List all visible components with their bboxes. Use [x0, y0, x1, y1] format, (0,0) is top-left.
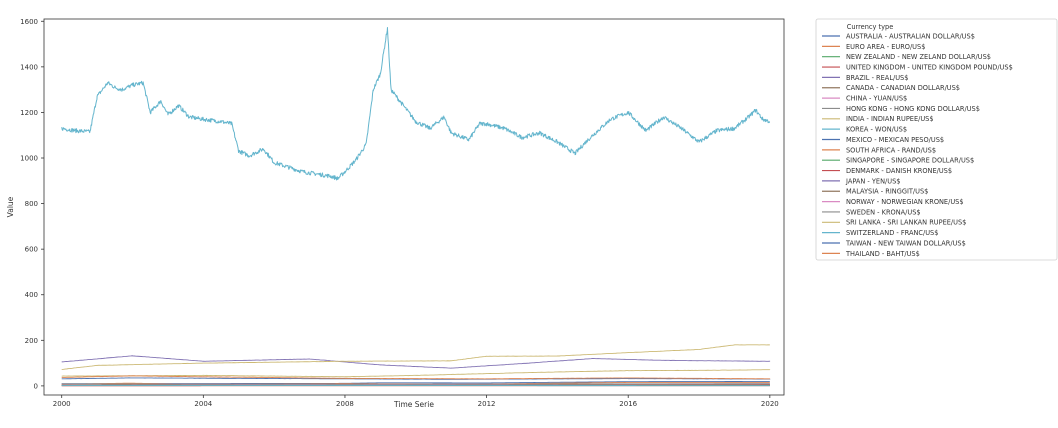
- legend-entry-label: SRI LANKA - SRI LANKAN RUPEE/US$: [846, 219, 966, 227]
- legend-entry-label: NEW ZEALAND - NEW ZELAND DOLLAR/US$: [846, 53, 991, 61]
- legend-entry-label: MEXICO - MEXICAN PESO/US$: [846, 136, 944, 144]
- x-tick-label: 2016: [619, 400, 637, 408]
- series-line-20: [61, 377, 771, 380]
- legend-entry-label: BRAZIL - REAL/US$: [846, 74, 908, 82]
- legend-frame: [815, 18, 1058, 261]
- y-tick-label: 800: [25, 200, 38, 208]
- legend: Currency type AUSTRALIA - AUSTRALIAN DOL…: [815, 18, 1058, 261]
- series-line-9: [61, 27, 771, 181]
- legend-entry-label: DENMARK - DANISH KRONE/US$: [846, 167, 952, 175]
- legend-entry-label: HONG KONG - HONG KONG DOLLAR/US$: [846, 105, 980, 113]
- y-tick-label: 200: [25, 337, 38, 345]
- y-tick-label: 1600: [20, 18, 38, 26]
- legend-entry-label: THAILAND - BAHT/US$: [845, 250, 920, 258]
- x-axis: 2000 2004 2008 2012 2016 2020: [53, 395, 779, 408]
- legend-entry-label: UNITED KINGDOM - UNITED KINGDOM POUND/US…: [846, 63, 1013, 71]
- plot-frame: [43, 18, 785, 396]
- legend-entry-label: NORWAY - NORWEGIAN KRONE/US$: [846, 198, 964, 206]
- series-line-17: [61, 383, 770, 385]
- y-tick-label: 0: [34, 382, 38, 390]
- series-line-21: [61, 375, 771, 380]
- legend-entry-label: SOUTH AFRICA - RAND/US$: [846, 146, 936, 154]
- y-axis: 0 200 400 600 800 1000 1200 1400 1600: [20, 18, 44, 390]
- legend-entries: AUSTRALIA - AUSTRALIAN DOLLAR/US$ EURO AR…: [822, 32, 1013, 258]
- x-axis-label: Time Serie: [393, 400, 434, 409]
- legend-entry-label: SINGAPORE - SINGAPORE DOLLAR/US$: [846, 157, 974, 165]
- series-line-8: [61, 369, 771, 378]
- x-tick-label: 2012: [478, 400, 496, 408]
- y-axis-label: Value: [6, 196, 15, 217]
- legend-entry-label: TAIWAN - NEW TAIWAN DOLLAR/US$: [845, 239, 966, 247]
- x-tick-label: 2008: [336, 400, 354, 408]
- x-tick-label: 2000: [53, 400, 71, 408]
- y-tick-label: 1200: [20, 109, 38, 117]
- x-tick-label: 2004: [194, 400, 212, 408]
- legend-entry-label: EURO AREA - EURO/US$: [846, 43, 925, 51]
- legend-entry-label: MALAYSIA - RINGGIT/US$: [846, 188, 928, 196]
- y-tick-label: 600: [25, 246, 38, 254]
- legend-entry-label: CHINA - YUAN/US$: [846, 95, 907, 103]
- series-line-18: [61, 344, 770, 370]
- series-lines: [61, 27, 771, 387]
- series-line-14: [61, 355, 771, 369]
- y-tick-label: 1000: [20, 155, 38, 163]
- y-tick-label: 1400: [20, 63, 38, 71]
- legend-title: Currency type: [847, 23, 894, 31]
- legend-entry-label: INDIA - INDIAN RUPEE/US$: [846, 115, 934, 123]
- legend-entry-label: SWEDEN - KRONA/US$: [846, 208, 921, 216]
- legend-entry-label: CANADA - CANADIAN DOLLAR/US$: [846, 84, 960, 92]
- legend-entry-label: JAPAN - YEN/US$: [845, 177, 900, 185]
- legend-entry-label: AUSTRALIA - AUSTRALIAN DOLLAR/US$: [846, 32, 975, 40]
- x-tick-label: 2020: [761, 400, 779, 408]
- y-tick-label: 400: [25, 291, 38, 299]
- legend-entry-label: KOREA - WON/US$: [846, 126, 907, 134]
- legend-entry-label: SWITZERLAND - FRANC/US$: [846, 229, 938, 237]
